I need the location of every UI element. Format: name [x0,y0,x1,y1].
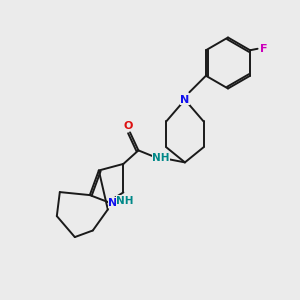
Text: O: O [124,121,133,131]
Text: F: F [260,44,267,54]
Text: NH: NH [116,196,134,206]
Text: NH: NH [152,153,170,163]
Text: N: N [108,198,118,208]
Text: N: N [180,95,190,105]
